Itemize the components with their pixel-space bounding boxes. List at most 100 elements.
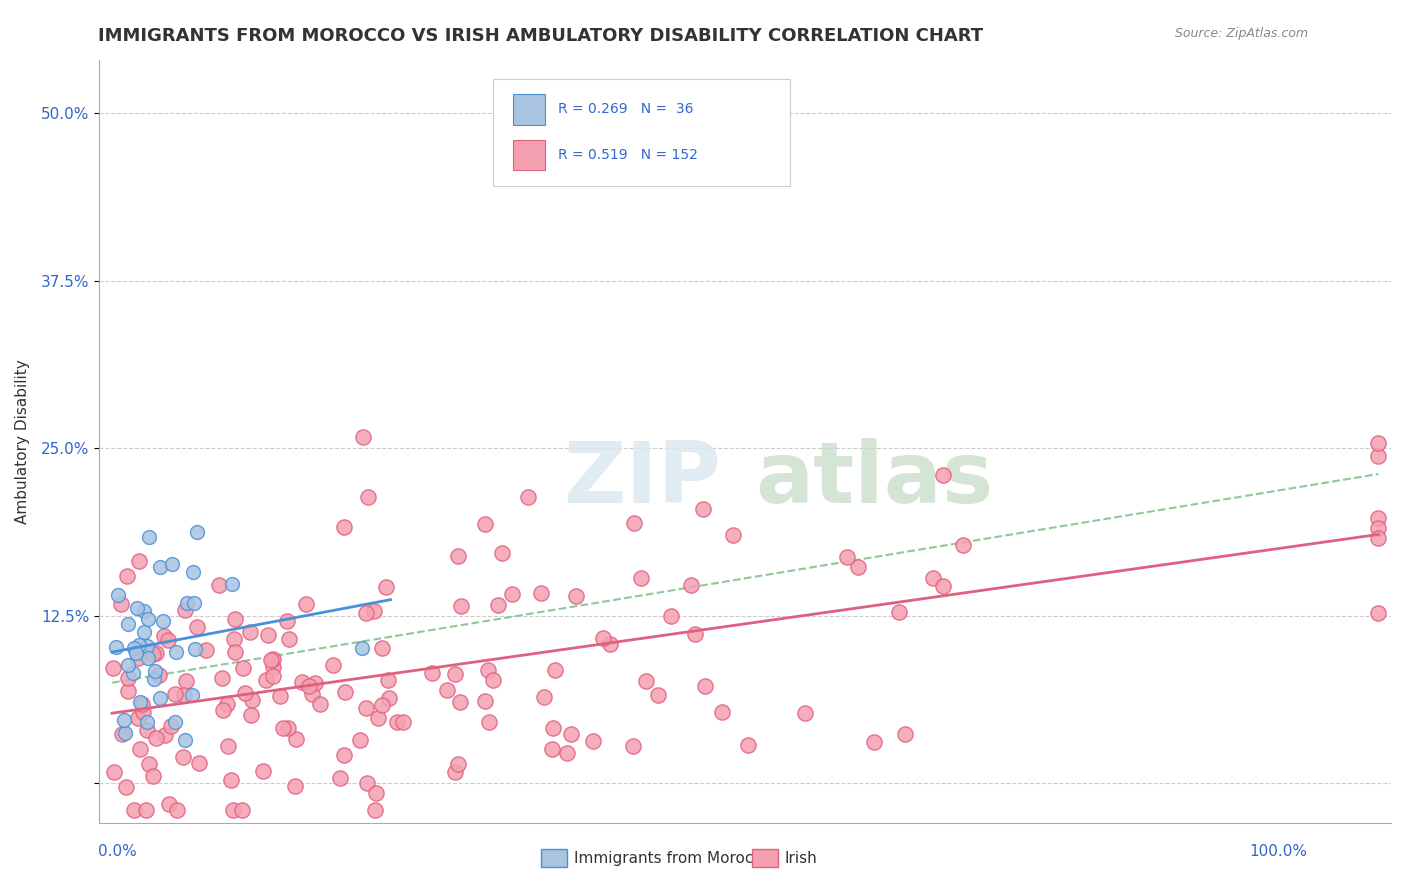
- Point: [122, 665, 145, 680]
- Point: [135, 639, 157, 653]
- Point: [188, 756, 211, 770]
- Point: [371, 641, 394, 656]
- Point: [152, 614, 174, 628]
- Point: [153, 728, 176, 742]
- Point: [173, 688, 195, 702]
- Point: [153, 629, 176, 643]
- Point: [252, 764, 274, 779]
- Point: [148, 668, 170, 682]
- Text: R = 0.519   N = 152: R = 0.519 N = 152: [558, 148, 697, 162]
- Point: [377, 691, 399, 706]
- Point: [477, 663, 499, 677]
- Point: [304, 676, 326, 690]
- Point: [565, 589, 588, 603]
- Point: [276, 614, 298, 628]
- Point: [450, 599, 472, 613]
- Point: [156, 632, 179, 647]
- Point: [623, 516, 645, 530]
- Point: [174, 674, 197, 689]
- Point: [685, 627, 707, 641]
- Point: [208, 578, 231, 592]
- Point: [117, 569, 139, 583]
- Point: [444, 765, 467, 780]
- Point: [291, 674, 314, 689]
- Point: [114, 726, 136, 740]
- Point: [516, 490, 538, 504]
- Point: [117, 658, 139, 673]
- Point: [181, 688, 204, 702]
- Point: [474, 517, 496, 532]
- Point: [599, 637, 621, 651]
- Point: [863, 735, 886, 749]
- Point: [254, 673, 277, 688]
- Point: [101, 661, 124, 675]
- Point: [692, 502, 714, 516]
- Point: [131, 697, 153, 711]
- Point: [659, 609, 682, 624]
- Point: [107, 588, 129, 602]
- Point: [377, 673, 399, 687]
- Point: [233, 686, 256, 700]
- Point: [932, 468, 955, 483]
- Point: [117, 617, 139, 632]
- Point: [436, 682, 458, 697]
- Point: [183, 596, 205, 610]
- Point: [149, 560, 172, 574]
- Point: [262, 660, 284, 674]
- Point: [277, 721, 299, 735]
- Point: [224, 645, 246, 659]
- Point: [298, 679, 321, 693]
- Point: [136, 651, 159, 665]
- Point: [371, 698, 394, 712]
- Point: [128, 554, 150, 568]
- Point: [183, 642, 205, 657]
- Point: [174, 733, 197, 747]
- Point: [541, 721, 564, 735]
- Point: [294, 597, 316, 611]
- Text: atlas: atlas: [755, 438, 994, 521]
- Text: 100.0%: 100.0%: [1250, 845, 1308, 859]
- Point: [695, 679, 717, 693]
- Point: [364, 786, 387, 800]
- Point: [217, 698, 239, 712]
- Point: [145, 731, 167, 745]
- Point: [142, 769, 165, 783]
- Point: [117, 671, 139, 685]
- Point: [544, 663, 567, 677]
- Point: [212, 703, 235, 717]
- Point: [262, 652, 284, 666]
- Point: [333, 748, 356, 763]
- Text: ZIP: ZIP: [562, 438, 721, 521]
- Point: [332, 520, 354, 534]
- Point: [533, 690, 555, 704]
- Point: [136, 612, 159, 626]
- Point: [122, 640, 145, 655]
- Point: [364, 803, 387, 817]
- Point: [478, 714, 501, 729]
- Point: [737, 738, 759, 752]
- Point: [127, 651, 149, 665]
- Point: [335, 685, 357, 699]
- Point: [132, 705, 155, 719]
- Point: [165, 687, 187, 701]
- Point: [222, 632, 245, 647]
- Point: [262, 669, 284, 683]
- Text: Source: ZipAtlas.com: Source: ZipAtlas.com: [1174, 27, 1308, 40]
- Point: [132, 624, 155, 639]
- Point: [354, 606, 377, 620]
- Point: [160, 719, 183, 733]
- Point: [239, 625, 262, 640]
- Point: [582, 734, 605, 748]
- Point: [217, 739, 239, 753]
- Point: [260, 653, 283, 667]
- Point: [356, 776, 378, 790]
- Point: [1367, 449, 1389, 463]
- Point: [104, 640, 127, 654]
- Text: Irish: Irish: [785, 851, 817, 865]
- Text: 0.0%: 0.0%: [98, 845, 138, 859]
- Point: [186, 620, 208, 634]
- Point: [165, 714, 187, 729]
- Point: [240, 692, 263, 706]
- Point: [221, 577, 243, 591]
- Point: [932, 579, 955, 593]
